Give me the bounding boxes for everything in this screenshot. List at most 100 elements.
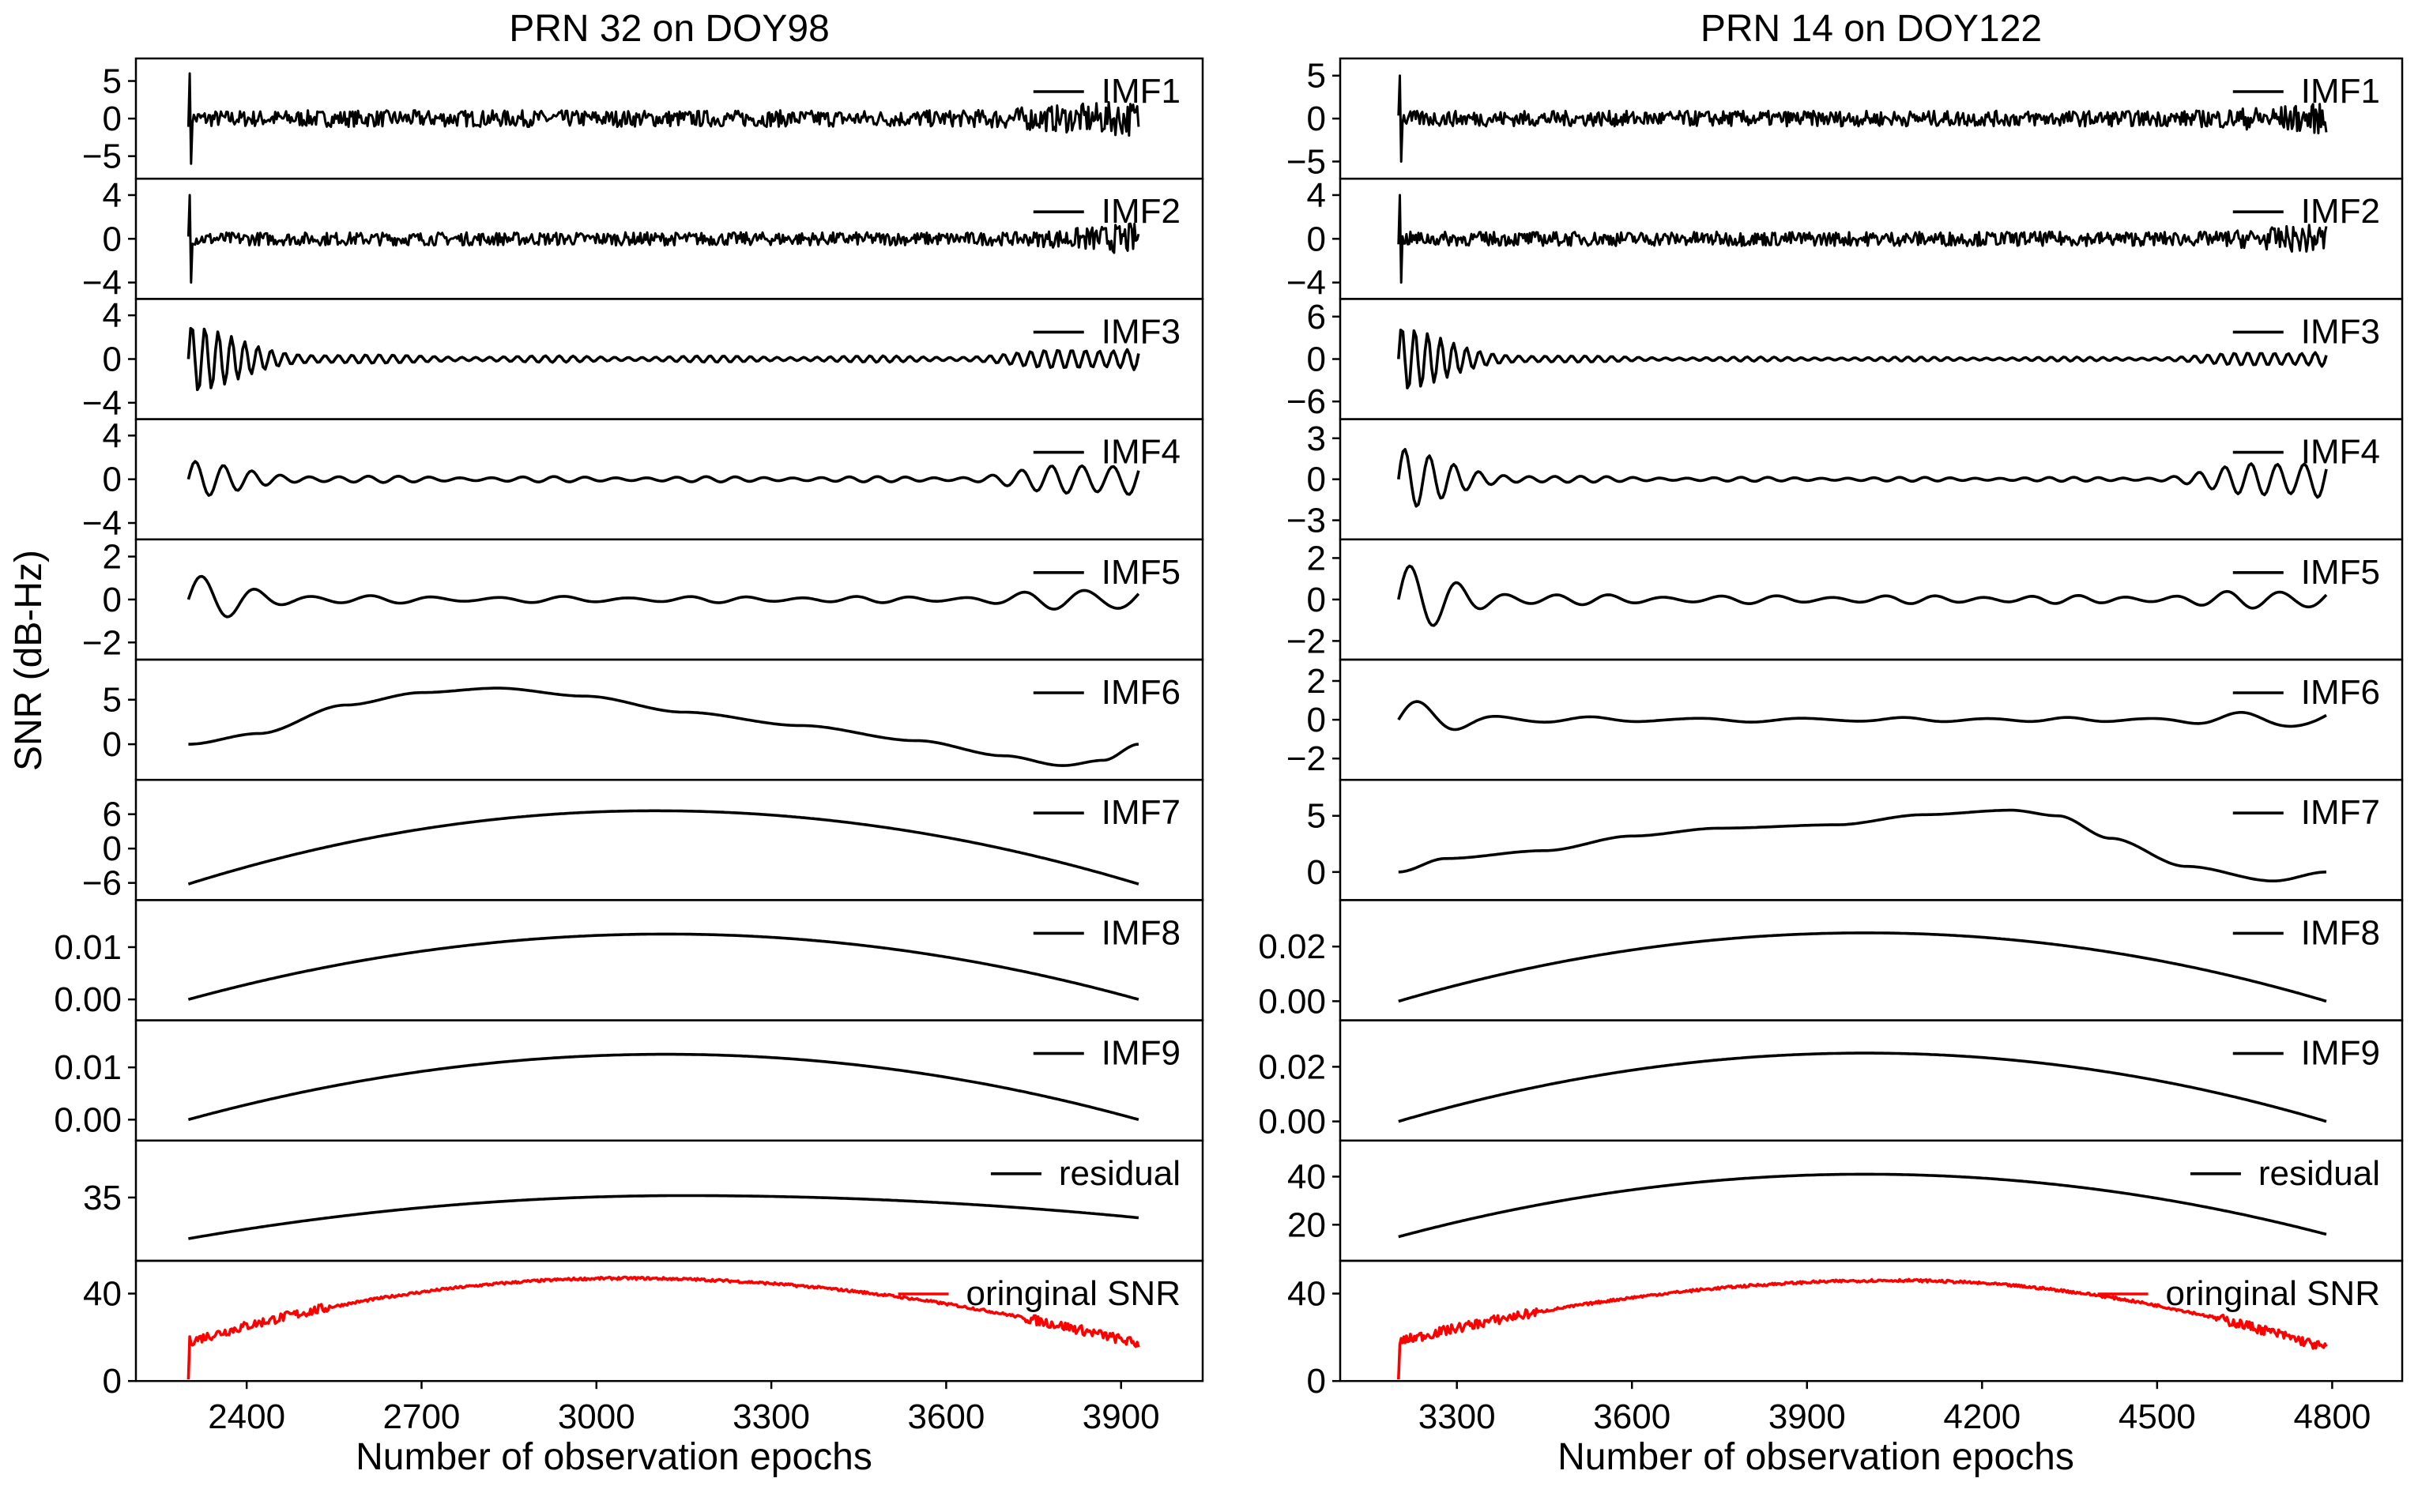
series-line-imf4: [1397, 448, 2328, 508]
legend-label: IMF1: [1102, 72, 1181, 111]
x-tick-label: 3000: [558, 1397, 635, 1436]
y-tick-label: 0: [1307, 100, 1326, 138]
y-tick-label: 0: [1307, 701, 1326, 739]
y-tick-label: −2: [1286, 739, 1326, 778]
y-tick-label: 2: [103, 538, 122, 577]
y-tick-label: 0.00: [1258, 982, 1326, 1021]
series-line-imf5: [1397, 564, 2328, 627]
panel-imf9: 0.02 0.00 IMF9: [1258, 1019, 2404, 1142]
panel-frame: [134, 1019, 1204, 1142]
x-tick-label: 3300: [1418, 1397, 1496, 1436]
y-tick-label: 0.01: [54, 928, 122, 967]
panel-imf3: 4 0 −4 IMF3: [82, 296, 1204, 423]
series-line-original-snr: [186, 1275, 1140, 1380]
y-tick-label: 2: [1307, 539, 1326, 577]
legend-label: residual: [1059, 1154, 1181, 1193]
column-prn32-doy98: PRN 32 on DOY9850−5IMF140−4IMF240−4IMF34…: [54, 8, 1204, 1478]
panel-original-snr: 40 0 oringinal SNR: [83, 1259, 1204, 1401]
y-tick-label: 0: [1307, 340, 1326, 379]
legend: IMF1: [1033, 72, 1181, 111]
series-line-imf5: [186, 574, 1140, 619]
legend-label: IMF4: [2301, 433, 2380, 472]
x-tick-label: 2400: [208, 1397, 285, 1436]
series-line-imf7: [187, 809, 1139, 886]
x-tick-label: 4200: [1943, 1397, 2021, 1436]
legend: oringinal SNR: [2097, 1274, 2380, 1313]
legend: IMF7: [1033, 793, 1181, 832]
panel-imf2: 4 0 −4 IMF2: [1286, 176, 2404, 303]
y-tick-label: 4: [103, 296, 122, 335]
legend-label: IMF1: [2301, 72, 2380, 111]
y-tick-label: 5: [103, 62, 122, 101]
series-line-imf9: [1398, 1051, 2327, 1123]
legend-label: IMF9: [2301, 1034, 2380, 1073]
legend: IMF4: [1033, 433, 1181, 472]
panel-imf4: 4 0 −4 IMF4: [82, 416, 1204, 543]
legend: IMF8: [2232, 913, 2380, 952]
y-tick-label: 0.00: [1258, 1103, 1326, 1142]
panel-imf7: 5 0 IMF7: [1307, 778, 2404, 901]
legend-label: IMF6: [2301, 673, 2380, 712]
y-tick-label: 20: [1287, 1205, 1326, 1244]
y-tick-label: 0: [1307, 1362, 1326, 1401]
panel-imf3: 60−6 IMF3: [1286, 298, 2404, 421]
legend-label: IMF5: [2301, 553, 2380, 592]
y-tick-label: 0.00: [54, 980, 122, 1019]
column-prn14-doy122: PRN 14 on DOY12250−5IMF140−4IMF260−6IMF3…: [1258, 8, 2404, 1478]
y-tick-label: −2: [82, 623, 122, 662]
series-line-imf9: [187, 1052, 1139, 1122]
series-line-imf7: [1398, 808, 2327, 882]
y-tick-label: 5: [1307, 797, 1326, 836]
legend-label: IMF3: [2301, 312, 2380, 351]
y-tick-label: 6: [1307, 298, 1326, 337]
series-line-imf2: [186, 194, 1140, 284]
y-tick-label: 0: [1307, 581, 1326, 619]
y-tick-label: −5: [82, 137, 122, 176]
legend: residual: [2190, 1154, 2380, 1193]
panel-frame: [134, 1259, 1204, 1382]
panel-frame: [1339, 1259, 2404, 1382]
series-line-imf8: [187, 932, 1139, 1001]
legend: IMF8: [1033, 913, 1181, 952]
legend: IMF5: [1033, 553, 1181, 592]
panel-frame: [1339, 1019, 2404, 1142]
panel-original-snr: 40 0 oringinal SNR: [1287, 1259, 2404, 1401]
panel-imf6: 5 0 IMF6: [103, 658, 1204, 781]
series-line-residual: [188, 1194, 1139, 1240]
series-line-imf6: [1397, 700, 2327, 732]
legend: IMF3: [2232, 312, 2380, 351]
panel-imf9: 0.01 0.00 IMF9: [54, 1019, 1204, 1142]
y-tick-label: 5: [1307, 57, 1326, 96]
chart-title: PRN 32 on DOY98: [509, 8, 830, 50]
panel-imf2: 4 0 −4 IMF2: [82, 176, 1204, 303]
y-tick-label: 4: [103, 176, 122, 215]
panel-imf4: 30−3 IMF4: [1286, 418, 2404, 541]
legend-label: oringinal SNR: [2166, 1274, 2380, 1313]
y-tick-label: 35: [83, 1179, 122, 1217]
legend-label: IMF2: [1102, 192, 1181, 231]
legend: IMF5: [2232, 553, 2380, 592]
y-tick-label: 3: [1307, 419, 1326, 458]
y-tick-label: −2: [1286, 622, 1326, 660]
y-tick-label: −5: [1286, 142, 1326, 181]
series-line-imf8: [1398, 931, 2327, 1003]
series-line-imf4: [186, 460, 1140, 497]
legend: IMF2: [1033, 192, 1181, 231]
y-tick-label: 4: [103, 416, 122, 455]
panel-residual: 35 residual: [83, 1139, 1204, 1262]
panel-imf1: 5 0 −5 IMF1: [1286, 57, 2404, 181]
legend-label: IMF2: [2301, 192, 2380, 231]
series-line-original-snr: [1397, 1277, 2328, 1380]
panel-imf5: 2 0−2 IMF5: [1286, 538, 2404, 660]
legend: IMF6: [1033, 673, 1181, 712]
y-tick-label: −4: [82, 504, 122, 543]
y-tick-label: −4: [1286, 264, 1326, 303]
legend: IMF9: [1033, 1034, 1181, 1073]
legend-label: IMF8: [2301, 913, 2380, 952]
y-tick-label: −3: [1286, 502, 1326, 540]
x-tick-label: 2700: [383, 1397, 461, 1436]
panel-frame: [1339, 899, 2404, 1021]
x-tick-label: 3900: [1083, 1397, 1160, 1436]
